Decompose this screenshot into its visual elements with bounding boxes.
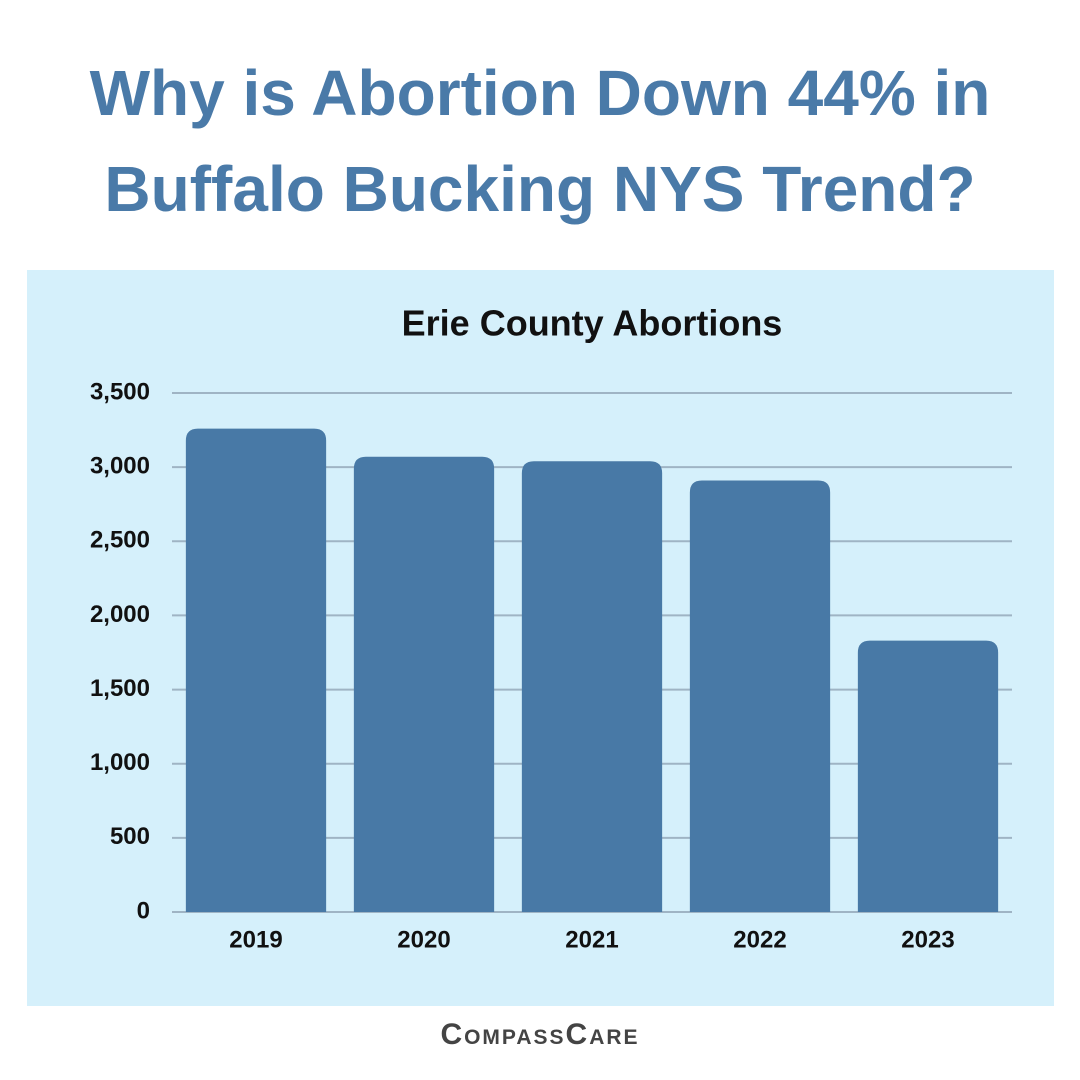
bar (689, 480, 831, 912)
x-tick-label: 2022 (733, 926, 786, 953)
x-tick-label: 2021 (565, 926, 618, 953)
x-tick-label: 2020 (397, 926, 450, 953)
bar (857, 640, 999, 912)
y-tick-label: 500 (110, 823, 150, 850)
x-tick-label: 2023 (901, 926, 954, 953)
logo: CompassCare (440, 1018, 639, 1051)
y-tick-label: 3,500 (90, 378, 150, 405)
page-title: Why is Abortion Down 44% in Buffalo Buck… (89, 57, 991, 225)
bar (185, 428, 327, 912)
y-tick-label: 1,500 (90, 675, 150, 702)
y-tick-label: 2,500 (90, 527, 150, 554)
bar (353, 456, 495, 912)
y-tick-label: 3,000 (90, 452, 150, 479)
y-tick-label: 2,000 (90, 601, 150, 628)
bar (521, 461, 663, 912)
chart-subtitle: Erie County Abortions (402, 303, 783, 344)
y-tick-label: 0 (137, 897, 150, 924)
x-tick-label: 2019 (229, 926, 282, 953)
y-tick-label: 1,000 (90, 749, 150, 776)
